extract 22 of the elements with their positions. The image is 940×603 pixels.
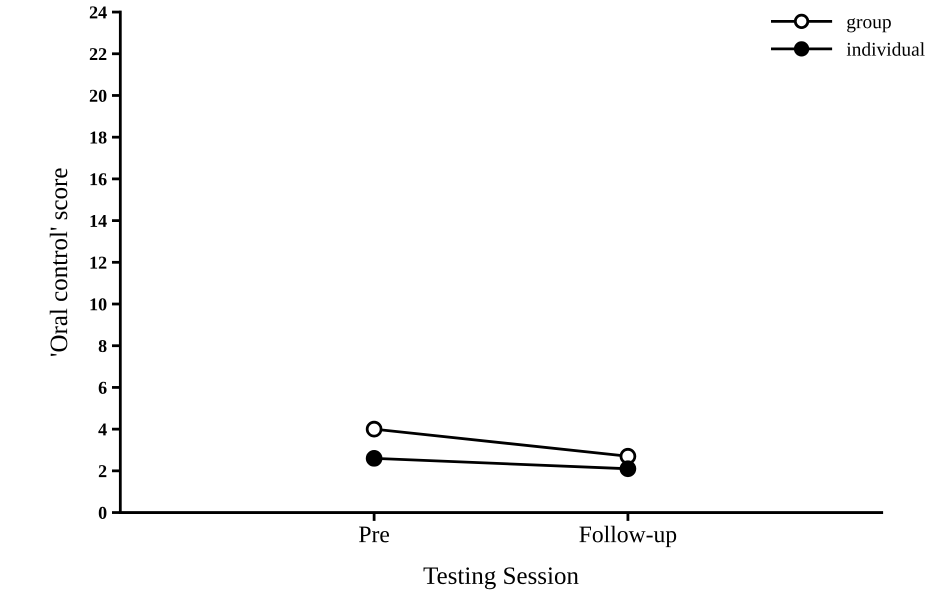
y-tick-label: 24 bbox=[90, 6, 107, 18]
point bbox=[366, 450, 382, 467]
x-tick-label: Follow-up bbox=[579, 526, 676, 548]
y-tick-label: 4 bbox=[98, 424, 107, 436]
y-axis-title: 'Oral control' score bbox=[50, 168, 68, 356]
y-tick-label: 20 bbox=[90, 90, 106, 102]
y-tick-label: 6 bbox=[98, 382, 107, 394]
y-tick-label: 10 bbox=[90, 298, 106, 310]
y-tick-label: 8 bbox=[98, 340, 107, 352]
y-tick-label: 22 bbox=[90, 48, 106, 60]
point bbox=[620, 460, 636, 478]
x-axis-title: Testing Session bbox=[424, 567, 579, 590]
legend-label: individual bbox=[846, 42, 925, 56]
y-tick-label: 2 bbox=[98, 465, 106, 478]
y-tick-label: 18 bbox=[90, 131, 107, 144]
y-tick-label: 0 bbox=[98, 506, 106, 519]
x-tick-label: Pre bbox=[359, 526, 390, 542]
y-tick-label: 16 bbox=[90, 173, 107, 186]
point bbox=[366, 420, 382, 438]
y-tick-label: 12 bbox=[90, 256, 106, 269]
y-tick-label: 14 bbox=[90, 214, 107, 227]
legend-label: group bbox=[847, 18, 891, 32]
